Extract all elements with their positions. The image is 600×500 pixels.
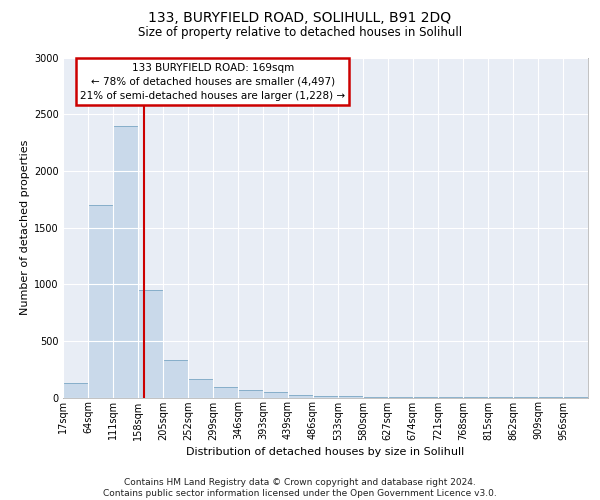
Text: Contains HM Land Registry data © Crown copyright and database right 2024.: Contains HM Land Registry data © Crown c… [124,478,476,487]
Bar [188,380,213,398]
Bar [138,290,163,398]
Bar [313,396,338,398]
Bar [213,388,238,398]
Bar [238,390,263,398]
Bar [88,205,113,398]
Bar [287,395,313,398]
Bar [263,392,288,398]
Bar [113,126,138,398]
Text: Size of property relative to detached houses in Solihull: Size of property relative to detached ho… [138,26,462,39]
Bar [163,360,188,398]
Bar [388,397,413,398]
Text: 133, BURYFIELD ROAD, SOLIHULL, B91 2DQ: 133, BURYFIELD ROAD, SOLIHULL, B91 2DQ [148,11,452,25]
Text: Contains public sector information licensed under the Open Government Licence v3: Contains public sector information licen… [103,488,497,498]
Bar [63,383,88,398]
Bar [338,396,363,398]
X-axis label: Distribution of detached houses by size in Solihull: Distribution of detached houses by size … [187,446,464,456]
Y-axis label: Number of detached properties: Number of detached properties [20,140,30,315]
Bar [363,396,388,398]
Bar [413,397,438,398]
Text: 133 BURYFIELD ROAD: 169sqm
← 78% of detached houses are smaller (4,497)
21% of s: 133 BURYFIELD ROAD: 169sqm ← 78% of deta… [80,62,345,100]
